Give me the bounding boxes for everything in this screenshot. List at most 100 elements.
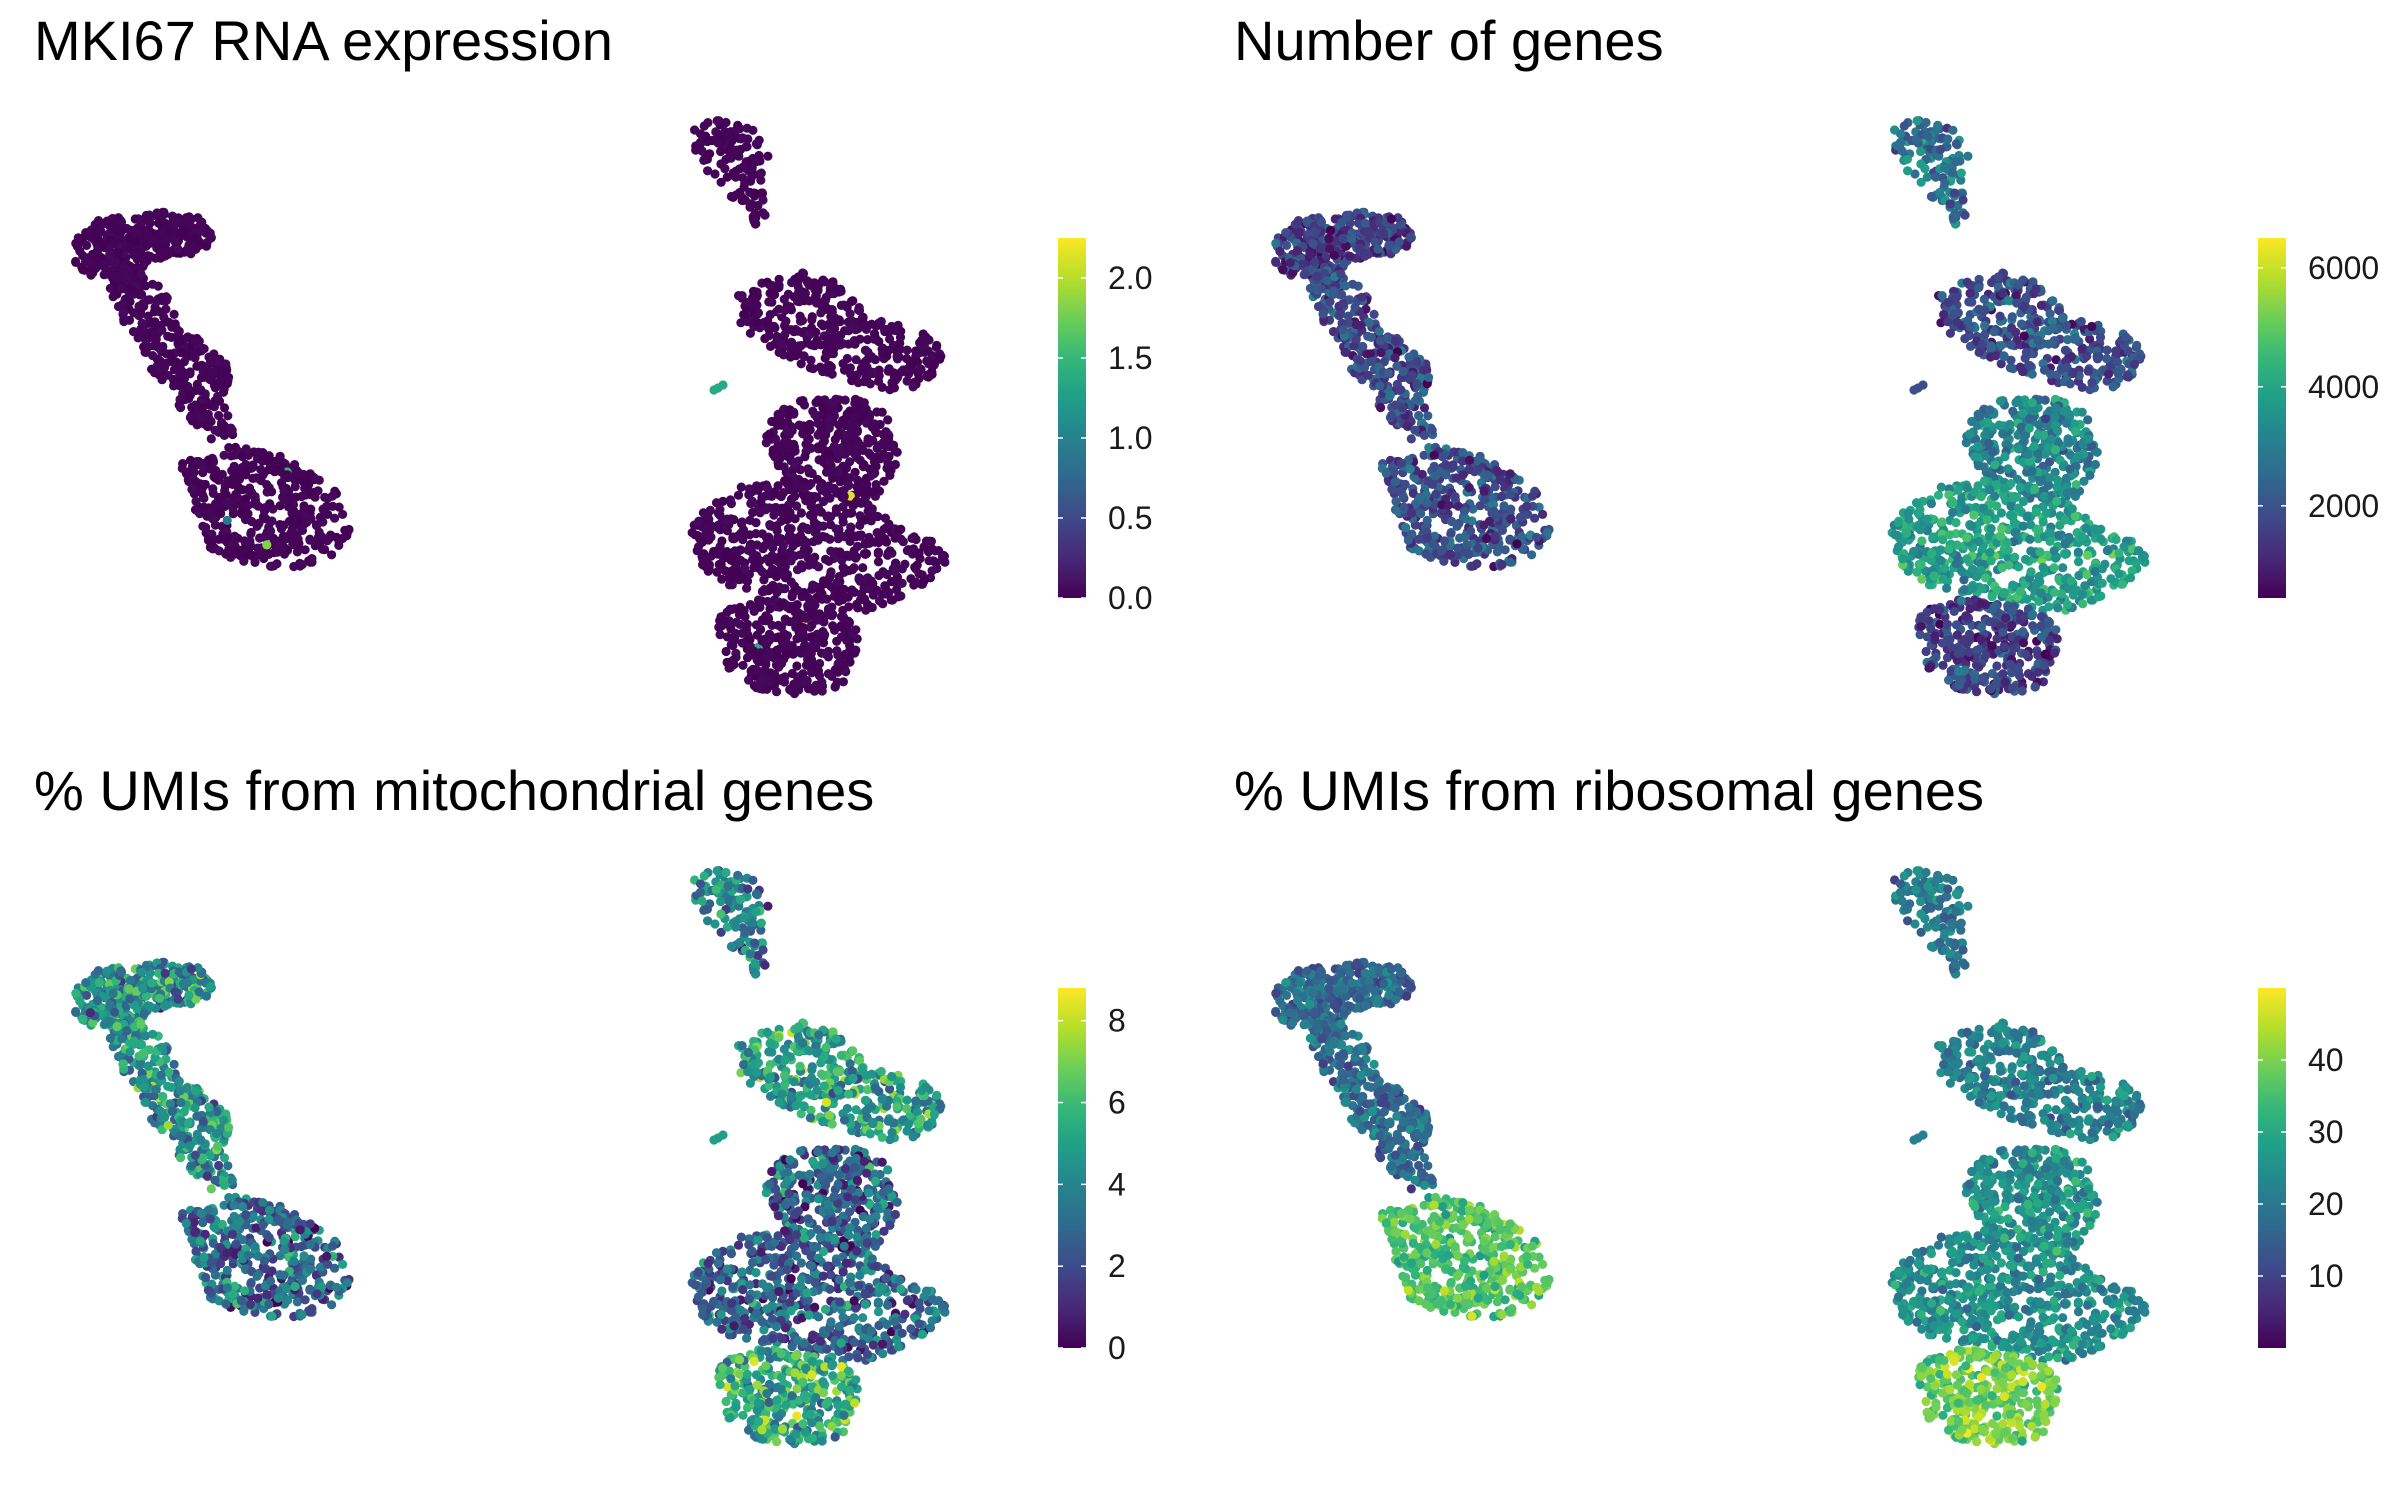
cell-point (798, 429, 808, 439)
colorbar-tick-label: 2.0 (1108, 260, 1152, 296)
cell-point (222, 515, 232, 526)
cell-point (1464, 455, 1475, 465)
cell-point (2013, 397, 2023, 407)
cell-point (1413, 391, 1423, 401)
panel-title: Number of genes (1234, 9, 1664, 72)
cell-point (1338, 298, 1348, 309)
cell-point (693, 517, 703, 528)
cell-point (88, 268, 98, 278)
cell-point (916, 364, 926, 374)
cell-point (2006, 355, 2016, 365)
cell-point (1322, 276, 1332, 286)
cell-point (1980, 330, 1990, 340)
cell-point (206, 508, 216, 518)
cell-point (827, 398, 837, 408)
cell-point (1408, 488, 1418, 498)
cell-point (2065, 379, 2075, 389)
cell-point (851, 553, 861, 563)
cell-point (833, 448, 843, 458)
cell-point (1369, 309, 1379, 319)
cell-point (264, 464, 274, 475)
cell-point (281, 533, 292, 544)
cell-point (870, 511, 880, 521)
cell-point (764, 331, 774, 341)
cell-point (267, 561, 277, 571)
cell-point (764, 297, 774, 307)
cell-point (2024, 423, 2034, 433)
cell-point (2085, 385, 2095, 395)
cell-point (1285, 258, 1295, 268)
cell-point (1387, 484, 1397, 494)
cell-point (1993, 272, 2003, 282)
cell-point (1379, 229, 1389, 239)
cell-point (836, 612, 847, 622)
cell-point (902, 345, 912, 355)
cell-point (1389, 467, 1399, 477)
cell-point (774, 282, 784, 293)
cell-point (1940, 178, 1950, 188)
cell-point (1275, 246, 1285, 256)
cell-point (273, 543, 283, 553)
cell-point (2083, 415, 2093, 425)
cell-point (812, 492, 822, 502)
cell-point (1505, 557, 1515, 567)
cell-point (843, 616, 854, 626)
cell-point (1395, 486, 1405, 496)
cell-point (2011, 327, 2021, 337)
cell-point (1984, 531, 1994, 541)
cell-point (877, 344, 887, 354)
cell-point (833, 335, 843, 346)
cell-point (877, 532, 887, 542)
cell-point (773, 461, 784, 471)
cell-point (882, 569, 892, 580)
cell-point (2039, 365, 2050, 375)
cell-point (787, 592, 797, 602)
cell-point (1416, 508, 1426, 519)
cell-point (883, 415, 893, 425)
cell-point (745, 199, 755, 209)
cell-point (1912, 116, 1922, 126)
cell-point (779, 294, 789, 304)
cell-point (1354, 243, 1365, 253)
cell-point (854, 530, 864, 540)
cell-point (1363, 370, 1373, 380)
cell-point (807, 312, 817, 322)
cell-point (743, 317, 753, 327)
cell-point (831, 284, 841, 294)
cell-point (125, 244, 135, 254)
cell-point (2048, 296, 2058, 306)
cell-point (2116, 364, 2126, 374)
cell-point (210, 473, 221, 483)
cell-point (877, 407, 887, 417)
cell-point (297, 560, 307, 570)
cell-point (808, 406, 818, 416)
cell-point (838, 562, 848, 572)
cell-point (279, 520, 289, 530)
cell-point (777, 674, 788, 684)
cell-point (1979, 294, 1989, 304)
cell-point (1358, 341, 1368, 352)
cell-point (306, 514, 316, 524)
cell-point (1461, 514, 1471, 524)
cell-point (290, 531, 300, 542)
cell-point (2018, 408, 2028, 419)
cell-point (1326, 225, 1336, 235)
cell-point (722, 514, 732, 524)
cell-point (253, 543, 263, 553)
cell-point (206, 232, 216, 242)
cell-point (1479, 520, 1489, 530)
cell-point (829, 484, 840, 495)
cell-point (931, 558, 941, 568)
cell-point (1337, 289, 1347, 300)
cell-point (1974, 282, 1984, 293)
cell-point (861, 320, 871, 330)
cell-point (1453, 543, 1463, 553)
cell-point (1422, 515, 1432, 526)
cell-point (818, 366, 828, 377)
cell-point (781, 450, 791, 460)
cell-point (883, 550, 893, 560)
cell-point (827, 369, 837, 379)
cell-point (1459, 506, 1470, 516)
cell-point (1962, 277, 1972, 287)
cell-point (1302, 216, 1312, 226)
